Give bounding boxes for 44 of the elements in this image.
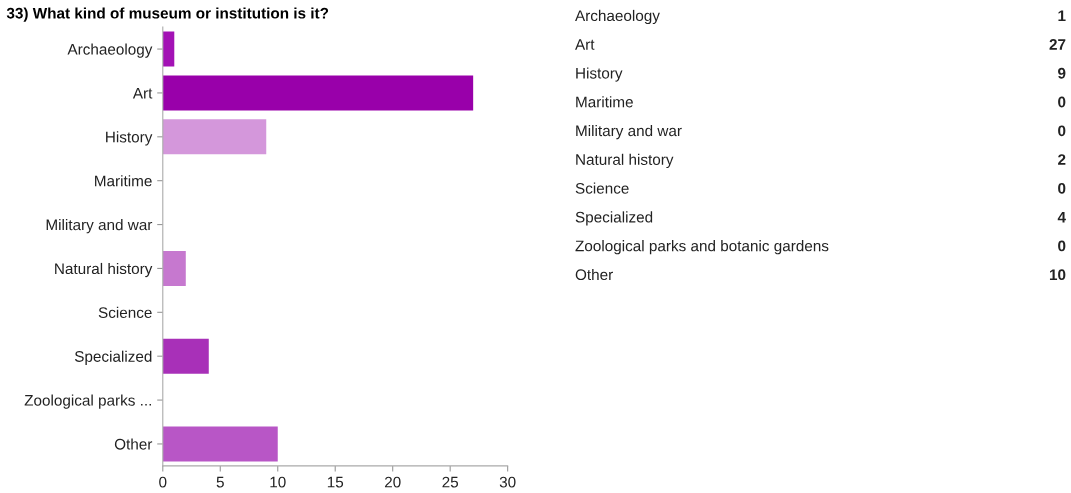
y-tick-label: Maritime [95, 175, 152, 187]
data-label: 2 [1058, 154, 1066, 165]
category-label: Archaeology [575, 9, 660, 25]
data-label: 0 [1058, 240, 1066, 252]
y-tick-label: Art [132, 87, 153, 99]
category-label: Military and war [576, 124, 682, 140]
data-label: 10 [1049, 269, 1066, 281]
y-tick-label: Science [98, 306, 152, 318]
y-tick-label: Zoological parks ... [24, 394, 151, 409]
y-tick-label: Other [114, 438, 153, 450]
x-tick-label: 25 [442, 476, 459, 488]
y-tick-label: Military and war [46, 219, 153, 234]
category-label: Maritime [576, 96, 633, 108]
y-tick-label: Specialized [74, 350, 152, 365]
x-tick-label: 0 [159, 476, 167, 488]
data-label: 0 [1058, 96, 1066, 108]
x-tick-label: 20 [384, 476, 401, 488]
data-label: 9 [1058, 67, 1066, 79]
x-tick-label: 15 [327, 476, 344, 488]
category-label: Specialized [575, 211, 653, 226]
data-label: 4 [1057, 211, 1066, 223]
y-tick-label: Natural history [55, 262, 153, 278]
category-label: Zoological parks and botanic gardens [575, 240, 829, 255]
x-tick-label: 10 [270, 476, 286, 488]
bar [162, 75, 474, 111]
category-label: Other [575, 268, 613, 281]
category-label: Science [575, 182, 629, 194]
bar [162, 119, 267, 155]
bar [162, 338, 209, 374]
data-label: 0 [1058, 125, 1066, 137]
category-label: Art [575, 39, 595, 50]
x-tick-label: 30 [499, 476, 516, 488]
data-label: 0 [1058, 182, 1066, 194]
y-tick-label: Archaeology [67, 43, 153, 58]
chart-title: 33) What kind of museum or institution is it? [6, 7, 329, 22]
bar [162, 250, 186, 286]
category-label: Natural history [576, 153, 674, 169]
y-tick-label: History [106, 131, 153, 146]
x-tick-label: 5 [216, 476, 224, 488]
bar [162, 426, 278, 462]
data-label: 27 [1049, 39, 1066, 50]
bar [162, 31, 175, 67]
data-label: 1 [1058, 10, 1066, 21]
category-label: History [576, 67, 623, 82]
